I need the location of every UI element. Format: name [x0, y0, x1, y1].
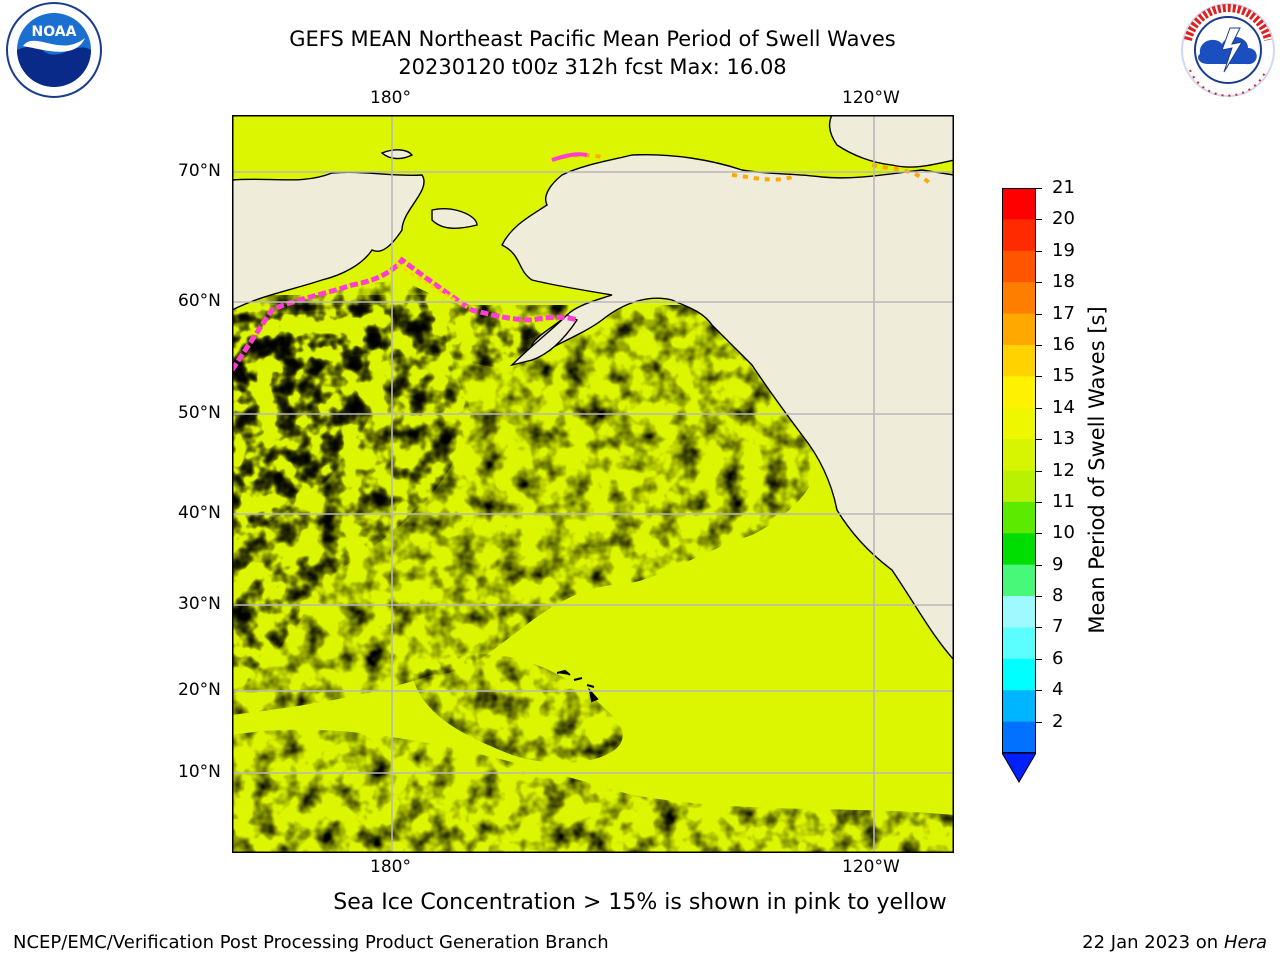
- colorbar-tick-mark: [1036, 376, 1042, 378]
- colorbar-tick-mark: [1036, 533, 1042, 535]
- colorbar-tick-label: 12: [1052, 459, 1075, 481]
- sea-ice-cyan: [232, 281, 572, 395]
- noaa-logo-text: NOAA: [32, 24, 77, 40]
- colorbar-swatch: [1002, 627, 1036, 660]
- colorbar-tick-mark: [1036, 627, 1042, 629]
- sea-ice-arctic-coast: [551, 153, 934, 187]
- colorbar-swatch: [1002, 439, 1036, 471]
- land-arctic-islands: [828, 115, 954, 168]
- colorbar-tick-mark: [1036, 596, 1042, 598]
- sea-ice-edge: [232, 256, 578, 372]
- swell-zone-center: [412, 654, 623, 763]
- colorbar-swatch: [1002, 690, 1036, 723]
- land-siberia: [232, 171, 425, 311]
- colorbar-tick-mark: [1036, 407, 1042, 409]
- lat-label-60n: 60°N: [178, 291, 221, 311]
- colorbar-tick-label: 15: [1052, 365, 1075, 387]
- chart-subtitle: 20230120 t00z 312h fcst Max: 16.08: [398, 55, 787, 79]
- colorbar-label: Mean Period of Swell Waves [s]: [1085, 306, 1109, 634]
- colorbar-swatch: [1002, 376, 1036, 409]
- colorbar-tick-mark: [1036, 313, 1042, 315]
- colorbar-tick-label: 7: [1052, 616, 1064, 638]
- colorbar-swatch: [1002, 533, 1036, 566]
- map-panel: [232, 115, 954, 853]
- colorbar-tick-label: 20: [1052, 208, 1075, 230]
- colorbar-tick-label: 13: [1052, 428, 1075, 450]
- lat-label-10n: 10°N: [178, 762, 221, 782]
- colorbar-tick-mark: [1036, 219, 1042, 221]
- footer-credit: NCEP/EMC/Verification Post Processing Pr…: [13, 932, 609, 953]
- colorbar-tick-mark: [1036, 250, 1042, 252]
- colorbar-frame: [1002, 188, 1036, 753]
- colorbar-tick-mark: [1036, 439, 1042, 441]
- colorbar-tick-label: 17: [1052, 302, 1075, 324]
- colorbar-swatch: [1002, 282, 1036, 315]
- colorbar-tick-mark: [1036, 721, 1042, 723]
- land-chukotka: [431, 208, 478, 229]
- colorbar-tick-mark: [1036, 282, 1042, 284]
- colorbar-tick-label: 16: [1052, 333, 1075, 355]
- land-north-america: [501, 153, 954, 662]
- colorbar-swatch: [1002, 564, 1036, 597]
- lat-label-40n: 40°N: [178, 503, 221, 523]
- footer-date-text: 22 Jan 2023 on: [1082, 932, 1219, 953]
- colorbar-tick-mark: [1036, 344, 1042, 346]
- footer-host: Hera: [1223, 932, 1267, 953]
- noaa-logo-icon: NOAA: [6, 2, 102, 98]
- lat-label-70n: 70°N: [178, 161, 221, 181]
- colorbar-tick-mark: [1036, 564, 1042, 566]
- footer-date: 22 Jan 2023 on Hera: [1082, 932, 1267, 953]
- colorbar: [1002, 188, 1036, 783]
- colorbar-tick-label: 11: [1052, 490, 1075, 512]
- nws-logo-icon: [1181, 3, 1275, 97]
- lon-label-top-120w: 120°W: [842, 88, 900, 108]
- colorbar-swatch: [1002, 313, 1036, 346]
- colorbar-swatch: [1002, 658, 1036, 691]
- lat-label-20n: 20°N: [178, 680, 221, 700]
- colorbar-tick-mark: [1036, 501, 1042, 503]
- colorbar-tick-label: 10: [1052, 522, 1075, 544]
- colorbar-tick-label: 8: [1052, 585, 1064, 607]
- colorbar-swatch: [1002, 344, 1036, 377]
- chart-title: GEFS MEAN Northeast Pacific Mean Period …: [289, 27, 896, 51]
- colorbar-swatch: [1002, 501, 1036, 534]
- colorbar-tick-label: 21: [1052, 177, 1075, 198]
- colorbar-tick-label: 9: [1052, 553, 1064, 575]
- colorbar-tick-label: 2: [1052, 710, 1064, 732]
- colorbar-tick-label: 6: [1052, 647, 1064, 669]
- graticule: [232, 115, 954, 853]
- colorbar-tick-mark: [1036, 690, 1042, 692]
- colorbar-tick-mark: [1036, 470, 1042, 472]
- colorbar-swatch: [1002, 250, 1036, 283]
- colorbar-tick-label: 18: [1052, 271, 1075, 293]
- colorbar-extend-arrow: [1002, 752, 1036, 783]
- land-alaska-peninsula: [509, 314, 579, 367]
- sea-ice-note: Sea Ice Concentration > 15% is shown in …: [333, 890, 947, 915]
- lat-label-30n: 30°N: [178, 594, 221, 614]
- colorbar-swatch: [1002, 219, 1036, 252]
- colorbar-swatch: [1002, 470, 1036, 503]
- colorbar-swatch: [1002, 188, 1036, 220]
- lon-label-bottom-120w: 120°W: [842, 857, 900, 877]
- colorbar-tick-label: 14: [1052, 396, 1075, 418]
- lon-label-bottom-180: 180°: [370, 857, 411, 877]
- colorbar-tick-mark: [1036, 188, 1042, 189]
- lon-label-top-180: 180°: [370, 88, 411, 108]
- colorbar-tick-label: 19: [1052, 239, 1075, 261]
- swell-zone-south: [232, 729, 954, 853]
- colorbar-tick-mark: [1036, 658, 1042, 660]
- colorbar-swatch: [1002, 721, 1036, 754]
- colorbar-tick-label: 4: [1052, 679, 1064, 701]
- lat-label-50n: 50°N: [178, 403, 221, 423]
- land-hawaii: [556, 669, 599, 703]
- sea-ice-arctic-pink: [551, 152, 588, 162]
- colorbar-swatch: [1002, 596, 1036, 628]
- colorbar-swatch: [1002, 407, 1036, 440]
